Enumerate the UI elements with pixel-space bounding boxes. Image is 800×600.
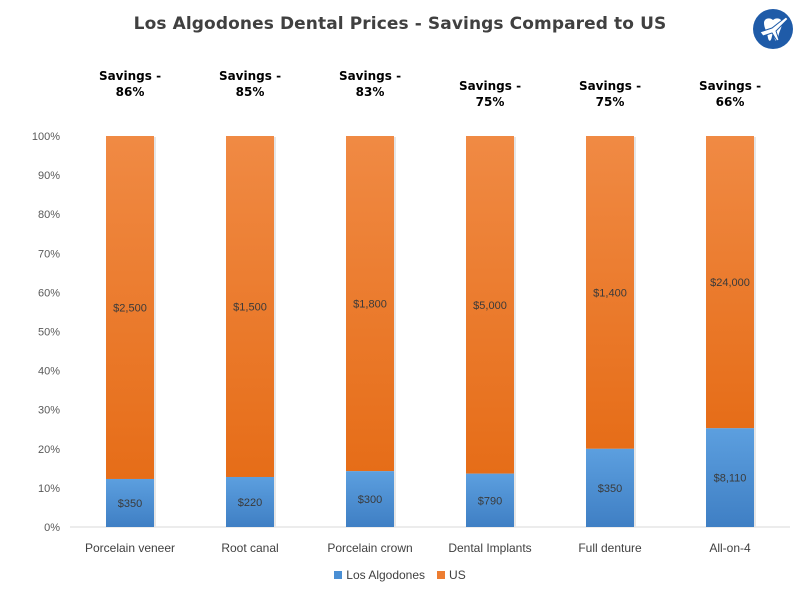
legend-item-los-algodones: Los Algodones xyxy=(334,568,425,582)
data-label-us: $1,400 xyxy=(593,287,627,299)
savings-annotation-line2: 86% xyxy=(115,85,145,99)
data-label-los-algodones: $8,110 xyxy=(714,473,747,485)
y-tick-label: 100% xyxy=(32,131,60,143)
data-label-us: $5,000 xyxy=(473,300,507,312)
savings-annotation-line2: 85% xyxy=(235,85,265,99)
legend-swatch-los-algodones xyxy=(334,571,343,579)
x-tick-label: Dental Implants xyxy=(448,541,531,555)
savings-annotation: Savings - 66% xyxy=(685,78,775,110)
savings-annotation-line1: Savings - xyxy=(218,69,282,83)
y-tick-label: 90% xyxy=(38,170,60,182)
bar-los-algodones xyxy=(586,448,634,527)
legend: Los Algodones US xyxy=(0,568,800,582)
chart-title: Los Algodones Dental Prices - Savings Co… xyxy=(133,14,667,34)
bar-us xyxy=(466,136,514,474)
savings-annotation-line1: Savings - xyxy=(698,79,762,93)
savings-annotation: Savings - 85% xyxy=(205,68,295,100)
bar-los-algodones xyxy=(226,476,274,527)
savings-annotation-line1: Savings - xyxy=(458,79,522,93)
savings-annotation: Savings - 75% xyxy=(565,78,655,110)
y-tick-label: 30% xyxy=(38,405,60,417)
savings-annotation: Savings - 86% xyxy=(85,68,175,100)
x-tick-label: Porcelain crown xyxy=(327,541,412,555)
y-tick-label: 80% xyxy=(38,209,60,221)
y-tick-label: 50% xyxy=(38,327,60,339)
bar-us xyxy=(706,136,754,429)
y-tick-label: 40% xyxy=(38,366,60,378)
data-label-us: $2,500 xyxy=(113,302,147,314)
x-tick-label: All-on-4 xyxy=(709,541,751,555)
bar-los-algodones xyxy=(466,473,514,527)
y-tick-label: 20% xyxy=(38,444,60,456)
y-tick-label: 60% xyxy=(38,287,60,299)
savings-annotation-line1: Savings - xyxy=(98,69,162,83)
legend-item-us: US xyxy=(437,568,466,582)
bar-us xyxy=(586,136,634,449)
legend-swatch-us xyxy=(437,571,446,579)
legend-label-us: US xyxy=(449,568,466,582)
savings-annotation-line2: 83% xyxy=(355,85,385,99)
x-tick-label: Full denture xyxy=(578,541,642,555)
y-tick-label: 70% xyxy=(38,248,60,260)
savings-annotation: Savings - 75% xyxy=(445,78,535,110)
x-tick-label: Porcelain veneer xyxy=(85,541,175,555)
y-tick-label: 0% xyxy=(44,522,60,534)
data-label-us: $1,500 xyxy=(233,301,267,313)
savings-annotation-line1: Savings - xyxy=(338,69,402,83)
data-label-us: $1,800 xyxy=(353,299,387,311)
savings-annotation-line2: 66% xyxy=(715,95,745,109)
data-label-los-algodones: $220 xyxy=(238,497,262,509)
data-label-los-algodones: $350 xyxy=(118,498,142,510)
bar-us xyxy=(226,136,274,477)
savings-annotation-line1: Savings - xyxy=(578,79,642,93)
data-label-los-algodones: $790 xyxy=(478,495,502,507)
bar-us xyxy=(106,136,154,479)
bar-us xyxy=(346,136,394,472)
bar-los-algodones xyxy=(106,478,154,527)
savings-annotation-line2: 75% xyxy=(595,95,625,109)
bar-los-algodones xyxy=(346,471,394,527)
savings-annotation: Savings - 83% xyxy=(325,68,415,100)
data-label-us: $24,000 xyxy=(710,277,750,289)
y-tick-label: 10% xyxy=(38,483,60,495)
tooth-plane-icon xyxy=(752,8,794,50)
data-label-los-algodones: $300 xyxy=(358,494,382,506)
x-tick-label: Root canal xyxy=(221,541,278,555)
savings-annotation-line2: 75% xyxy=(475,95,505,109)
legend-label-los-algodones: Los Algodones xyxy=(346,568,426,582)
data-label-los-algodones: $350 xyxy=(598,483,622,495)
bar-los-algodones xyxy=(706,428,754,527)
